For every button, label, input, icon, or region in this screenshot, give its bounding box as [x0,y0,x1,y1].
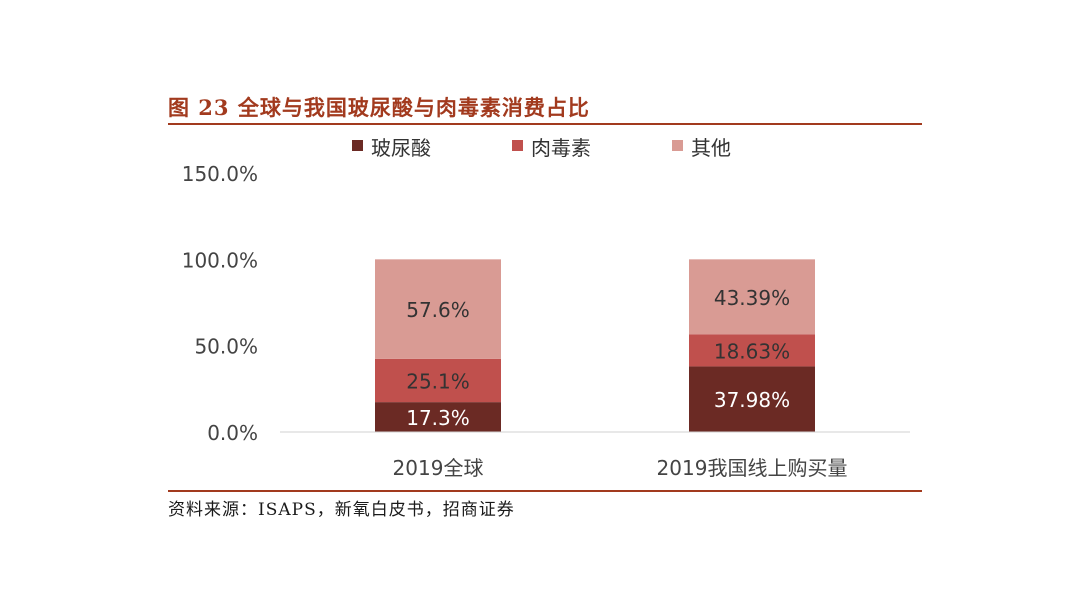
bar-segment [689,334,815,367]
bar-segment [689,259,815,335]
legend-label: 肉毒素 [531,136,591,160]
bar-segment [375,358,501,403]
legend-swatch [512,140,523,151]
legend-swatch [352,140,363,151]
y-tick-label: 0.0% [207,421,258,445]
bars: 17.3% 25.1% 57.6% 37.98% 18.63% 43.39% [375,259,815,432]
source-rule [168,490,922,492]
data-label: 18.63% [714,339,790,363]
x-axis: 2019全球 2019我国线上购买量 [280,431,910,480]
chart-legend: 玻尿酸 肉毒素 其他 [352,136,731,160]
y-tick-label: 150.0% [182,162,258,186]
y-tick-label: 50.0% [194,335,258,359]
data-label: 57.6% [406,298,470,322]
data-label: 17.3% [406,406,470,430]
bar-segment [375,402,501,432]
legend-label: 玻尿酸 [371,136,431,160]
title-underline [168,123,922,125]
source-note: 资料来源：ISAPS，新氧白皮书，招商证券 [168,500,515,520]
data-label: 25.1% [406,369,470,393]
figure-title: 图 23 全球与我国玻尿酸与肉毒素消费占比 [168,95,590,120]
x-tick-label: 2019全球 [393,456,484,480]
data-label: 43.39% [714,286,790,310]
y-axis: 0.0% 50.0% 100.0% 150.0% [182,162,258,445]
data-label: 37.98% [714,388,790,412]
legend-label: 其他 [691,136,731,160]
bar-segment [689,366,815,432]
bar-segment [375,259,501,359]
legend-swatch [672,140,683,151]
y-tick-label: 100.0% [182,248,258,272]
x-tick-label: 2019我国线上购买量 [657,456,848,480]
